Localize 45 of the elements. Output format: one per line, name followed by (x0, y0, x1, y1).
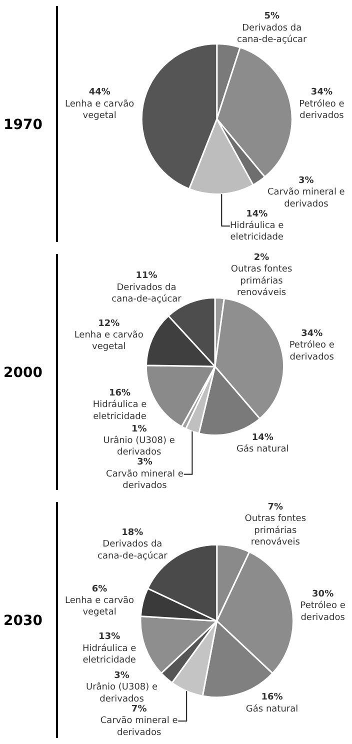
slice-label: Derivados da cana-de-açúcar (112, 282, 182, 305)
data-label: 34% (310, 88, 332, 98)
slice-label: Derivados da cana-de-açúcar (236, 23, 308, 46)
data-label: 11% (136, 271, 158, 282)
data-label: 16% (108, 388, 131, 398)
slice-label: Carvão mineral e derivados (100, 716, 178, 738)
data-label: 13% (98, 632, 120, 642)
slice-label: Hidráulica e eletricidade (82, 642, 137, 666)
slice-label: Hidráulica e eletricidade (92, 399, 148, 422)
text: 2030 (4, 612, 43, 629)
slice-label: Petróleo e derivados (289, 340, 335, 362)
slice-label: Lenha e carvão vegetal (74, 330, 144, 352)
text: 1970 (4, 116, 43, 133)
data-label: 5% (264, 12, 280, 22)
slice-label: Carvão mineral e derivados (268, 188, 346, 210)
slice-label: Carvão mineral e derivados (106, 469, 184, 492)
data-label: 1% (131, 424, 147, 434)
slice-label: Lenha e carvão vegetal (64, 596, 135, 618)
data-label: 44% (88, 88, 110, 98)
data-label: 34% (301, 328, 323, 339)
data-label: 3% (114, 670, 130, 681)
text: 2000 (4, 364, 43, 381)
slice-label: Outras fontes primárias renováveis (230, 264, 292, 298)
data-label: 12% (98, 318, 120, 329)
slice-label: Derivados da cana-de-açúcar (98, 540, 168, 562)
data-label: 6% (92, 584, 108, 594)
data-label: 18% (122, 528, 144, 538)
slice-label: Gás natural (236, 443, 289, 454)
slice-label: Petróleo e derivados (299, 98, 345, 122)
data-label: 2% (254, 252, 270, 263)
slice-label: Outras fontes primárias renováveis (244, 514, 306, 548)
data-label: 3% (298, 176, 314, 186)
slice-label: Urânio (U308) e derivados (86, 682, 158, 704)
data-label: 30% (312, 589, 334, 600)
data-label: 14% (246, 209, 268, 220)
data-label: 16% (261, 692, 283, 703)
data-label: 14% (252, 432, 274, 443)
slice-label: Petróleo e derivados (300, 600, 346, 623)
data-label: 7% (268, 502, 284, 512)
slice-label: Gás natural (246, 703, 298, 714)
slice-label: Urânio (U308) e derivados (103, 434, 176, 458)
slice-label: Lenha e carvão vegetal (65, 99, 135, 122)
slice-label: Hidráulica e eletricidade (230, 220, 284, 243)
data-label: 7% (131, 704, 147, 714)
data-label: 3% (137, 458, 152, 468)
